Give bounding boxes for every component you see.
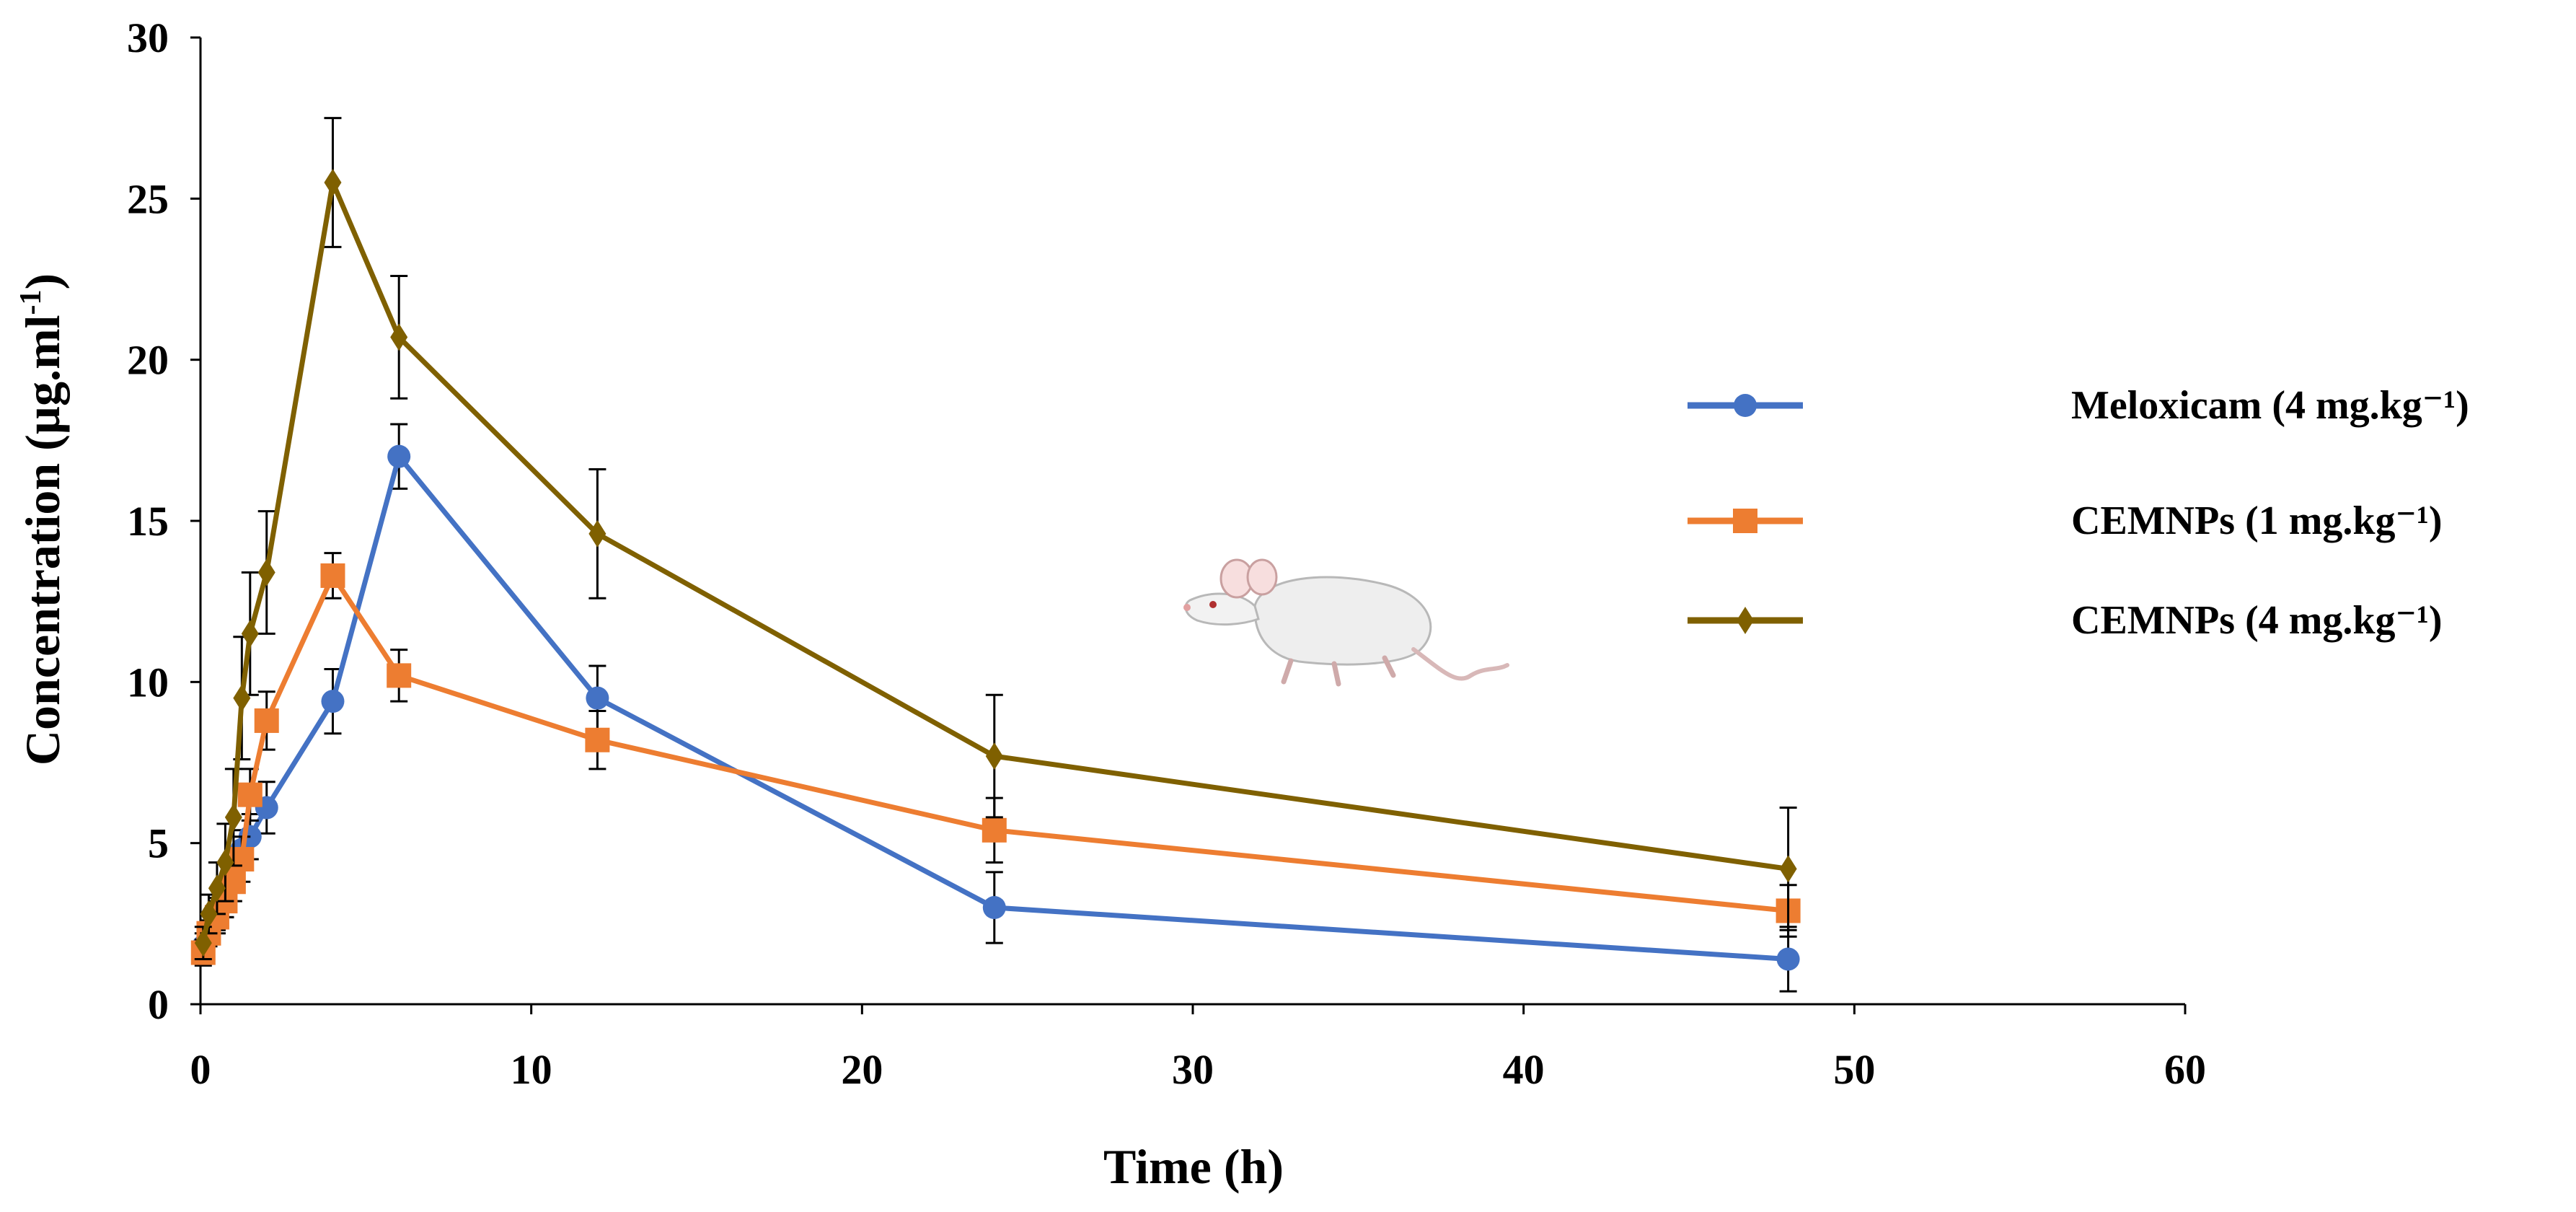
data-point [216,848,234,877]
data-point [390,323,408,351]
data-point [321,690,345,713]
y-tick-label: 25 [127,175,169,222]
series-line [200,454,1788,962]
data-point [324,169,342,196]
data-point [254,708,279,733]
y-tick-label: 15 [127,498,169,545]
legend-label: CEMNPs (1 mg.kg⁻¹) [2071,499,2443,543]
data-point [237,782,263,807]
data-point [586,686,609,710]
data-point [200,900,218,928]
series-1 [191,423,1800,993]
x-axis-title: Time (h) [1103,1139,1284,1194]
series-2 [190,552,1801,967]
data-point [233,684,251,712]
data-point [387,663,412,688]
y-tick-label: 5 [148,820,169,867]
rat-icon [1183,558,1509,687]
data-point [208,874,226,903]
data-point [257,558,275,587]
data-point [224,803,242,831]
legend-item: Meloxicam (4 mg.kg⁻¹) [1688,383,2469,428]
legend-marker [1733,509,1757,533]
legend-label: CEMNPs (4 mg.kg⁻¹) [2071,598,2443,643]
data-point [985,742,1003,770]
data-point [1776,947,1800,971]
y-tick-label: 30 [127,14,169,61]
series-layer [190,117,1801,993]
legend-item: CEMNPs (1 mg.kg⁻¹) [1688,499,2443,543]
y-tick-label: 0 [148,981,169,1028]
data-point [194,929,212,957]
x-tick-label: 0 [190,1046,211,1093]
data-point [982,817,1007,843]
x-tick-label: 30 [1172,1046,1214,1093]
x-tick-label: 40 [1503,1046,1545,1093]
series-3 [194,117,1797,960]
data-point [241,620,259,648]
data-point [588,519,606,548]
axes: 0 5 10 15 20 25 30 0 10 20 30 40 50 60 [127,14,2206,1093]
y-tick-label: 10 [127,659,169,706]
x-tick-label: 10 [511,1046,552,1093]
x-tick-label: 60 [2164,1046,2206,1093]
legend-marker [1734,394,1757,417]
x-tick-label: 20 [841,1046,883,1093]
data-point [320,563,345,588]
data-point [585,727,610,752]
y-tick-label: 20 [127,337,169,384]
legend-marker [1737,607,1754,634]
data-point [387,444,411,468]
data-point [1779,855,1797,883]
legend-label: Meloxicam (4 mg.kg⁻¹) [2071,383,2469,428]
y-axis-title: Concentration (µg.ml-1) [14,273,70,765]
x-tick-label: 50 [1833,1046,1875,1093]
legend-item: CEMNPs (4 mg.kg⁻¹) [1688,598,2443,643]
data-point [982,896,1006,919]
legend: Meloxicam (4 mg.kg⁻¹) CEMNPs (1 mg.kg⁻¹) C… [1688,383,2469,643]
